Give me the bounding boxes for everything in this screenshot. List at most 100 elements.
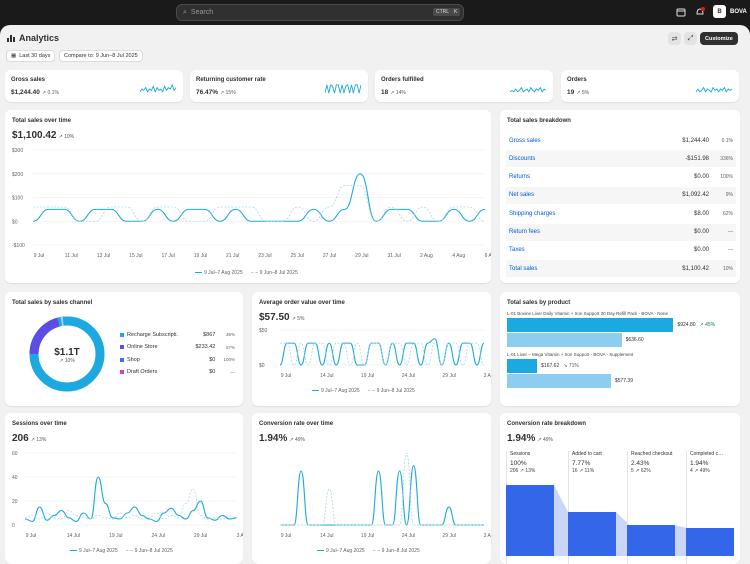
product-bar-previous [507,333,622,347]
kpi-sparkline [510,86,546,93]
kpi-card[interactable]: Orders 19 ↗ 5% [561,70,739,102]
card-title: Conversion rate over time [259,421,334,427]
legend-previous-text: 9 Jun–8 Jul 2025 [381,548,420,554]
product-bar-previous [507,374,611,388]
funnel-step-sub: 16 ↗ 11% [572,468,595,474]
date-range-button[interactable]: ▦ Last 30 days [6,50,56,62]
funnel-step-label: Added to cart [572,451,602,457]
legend-previous-text: 9 Jun–8 Jul 2025 [259,270,298,276]
funnel-step: Completed c… 1.94% 4 ↗ 49% [686,451,742,564]
kpi-label: Gross sales [11,77,46,83]
x-tick-label: 17 Jul [161,253,174,259]
breakdown-label[interactable]: Taxes [509,247,525,254]
donut-chart [29,316,105,392]
y-tick-label: $100 [12,196,23,202]
page-title-text: Analytics [19,33,60,43]
value-delta: ↗ 49% [537,437,553,443]
chart-legend: 9 Jul–7 Aug 2025 9 Jun–8 Jul 2025 [70,548,173,554]
kpi-value: 18 ↗ 14% [381,89,406,96]
breakdown-delta-text: 62% [722,210,733,217]
delta-text: 13% [36,437,47,443]
series-current-line [24,476,238,522]
store-menu[interactable]: B BOVA [713,5,747,18]
channel-delta-text: 36% [226,332,236,337]
funnel-connector [616,511,630,556]
breakdown-label[interactable]: Net sales [509,192,535,199]
kpi-card[interactable]: Gross sales $1,244.40 ↗ 0.1% [5,70,183,102]
customize-button[interactable]: Customize [700,32,738,45]
channel-delta-text: 100% [223,357,236,362]
series-current-line [279,338,485,366]
product-delta: ↗ 45% [699,322,716,328]
kpi-delta: ↗ 15% [220,90,236,96]
funnel-step-count: 4 [690,468,693,474]
breakdown-label[interactable]: Gross sales [509,137,541,144]
sales-over-time-card: Total sales over time $1,100.42 ↗ 10% $30… [5,110,491,283]
funnel-step-pct: 1.94% [690,460,709,467]
channel-delta: — [215,370,236,375]
shortcut-ctrl: CTRL [433,8,453,16]
kpi-value-text: 76.47% [196,89,219,96]
x-tick-label: 24 Jul [402,373,415,379]
channel-name: Recharge Subscripti… [126,331,179,338]
breakdown-delta-text: — [728,247,733,254]
kpi-card[interactable]: Orders fulfilled 18 ↗ 14% [375,70,553,102]
donut-center-delta: ↗ 10% [59,358,75,364]
channel-delta: 100% [215,357,236,362]
store-logo: B [713,5,726,18]
funnel-step: Added to cart 7.77% 16 ↗ 11% [568,451,624,564]
kpi-card[interactable]: Returning customer rate 76.47% ↗ 15% [190,70,368,102]
conversion-breakdown-card: Conversion rate breakdown 1.94% ↗ 49% Ses… [500,413,740,564]
card-value: 1.94% ↗ 49% [507,433,553,444]
refresh-button[interactable]: ⇄ [668,32,681,45]
product-cur-text: $924.80 [677,322,696,328]
breakdown-label[interactable]: Returns [509,174,531,181]
x-tick-label: 15 Jul [129,253,142,259]
kpi-value-text: 19 [567,89,575,96]
value-delta: ↗ 49% [289,437,305,443]
fullscreen-button[interactable]: ⤢ [684,32,697,45]
value-text: $1,100.42 [12,130,57,141]
breakdown-delta: 336% [709,156,733,162]
kpi-label: Orders fulfilled [381,77,424,83]
conversion-line-chart: 9 Jul 14 Jul 19 Jul 24 Jul 29 Jul 3 Aug [279,452,491,539]
kpi-sparkline [325,84,361,94]
channel-row: Draft Orders $0 — [120,367,235,378]
breakdown-label[interactable]: Return fees [509,229,541,235]
funnel-step-pct: 100% [510,460,527,467]
legend-current-text: 9 Jul–7 Aug 2025 [326,548,365,554]
bell-icon[interactable] [694,6,706,18]
compare-button[interactable]: Compare to: 9 Jun–8 Jul 2025 [59,50,143,62]
x-tick-label: 9 Jul [34,253,45,259]
sparkline-series [510,86,546,93]
funnel-dropoff [675,525,689,556]
legend-current: 9 Jul–7 Aug 2025 [312,388,360,394]
funnel-step-label: Completed c… [690,451,724,457]
breakdown-label[interactable]: Discounts [509,155,536,162]
breakdown-label[interactable]: Total sales [509,265,538,272]
y-tick-label: 20 [12,499,18,505]
legend-current: 9 Jul–7 Aug 2025 [70,548,118,554]
card-title: Total sales breakdown [507,118,571,124]
channel-swatch [120,332,124,337]
breakdown-delta: 0.1% [709,138,733,144]
breakdown-delta: 62% [709,211,733,217]
series-previous-line [33,185,486,222]
funnel-dropoff [616,511,630,556]
x-tick-label: 29 Jul [194,533,207,539]
funnel-bar [686,528,734,556]
aov-card: Average order value over time $57.50 ↗ 5%… [252,292,491,406]
x-tick-label: 31 Jul [387,253,400,259]
breakdown-value: $1,100.42 [682,265,709,272]
value-delta: ↗ 10% [58,134,75,140]
store-icon[interactable] [675,6,687,18]
funnel-step: Reached checkout 2.43% 5 ↗ 62% [627,451,683,564]
channel-delta: 57% [215,345,235,350]
breakdown-label[interactable]: Shipping charges [509,210,556,217]
product-cur-text: $167.62 [541,363,560,369]
card-title: Average order value over time [259,300,345,306]
search-input[interactable]: ⌕ Search CTRL K [176,4,464,21]
card-title: Total sales over time [12,118,71,124]
compare-label: Compare to: 9 Jun–8 Jul 2025 [64,53,138,59]
top-bar: ⌕ Search CTRL K B BOVA [0,0,750,25]
